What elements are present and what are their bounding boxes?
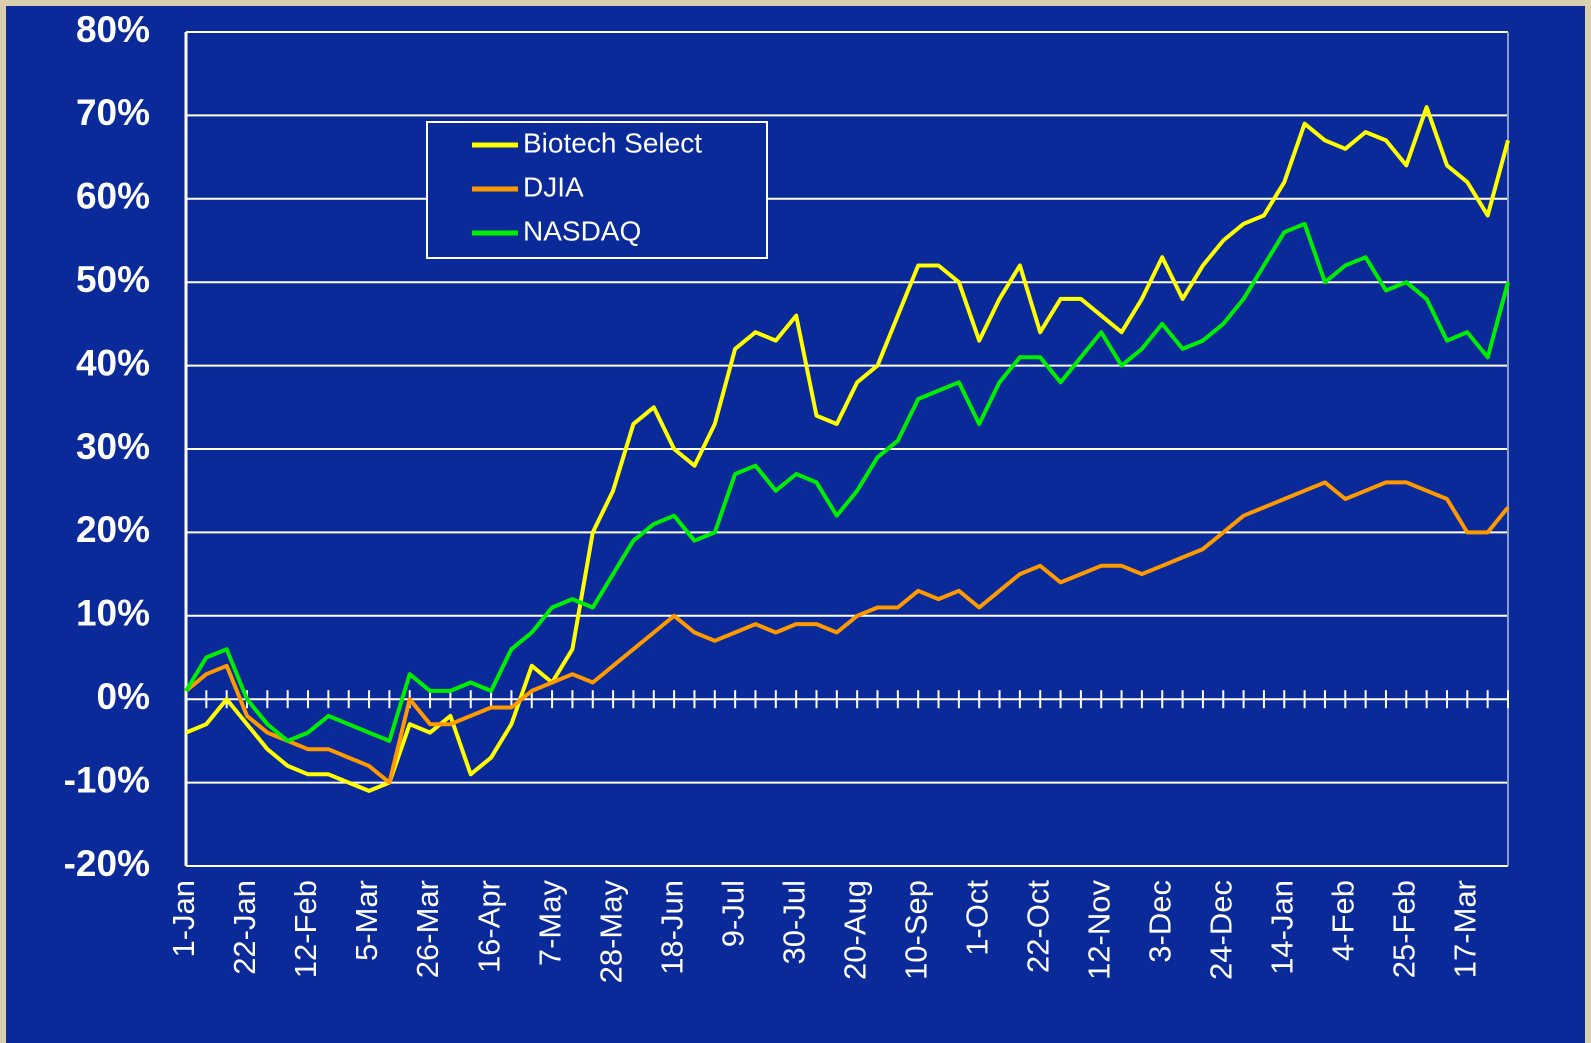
x-tick-label: 7-May [532, 880, 567, 967]
x-tick-label: 1-Jan [166, 880, 201, 958]
x-tick-label: 16-Apr [471, 880, 506, 973]
series-line [185, 105, 1510, 793]
x-tick-label: 17-Mar [1448, 880, 1483, 978]
y-tick-label: 0% [97, 676, 150, 717]
x-tick-label: 22-Jan [227, 880, 262, 975]
legend-label: Biotech Select [523, 127, 702, 158]
x-tick-label: 26-Mar [410, 880, 445, 978]
x-tick-label: 22-Oct [1020, 880, 1055, 973]
x-tick-label: 4-Feb [1325, 880, 1360, 961]
x-tick-label: 20-Aug [837, 880, 872, 980]
x-tick-label: 1-Oct [959, 880, 994, 956]
x-tick-label: 9-Jul [715, 880, 750, 947]
y-tick-label: 20% [76, 509, 150, 550]
y-tick-label: 10% [76, 593, 150, 634]
x-tick-label: 5-Mar [349, 880, 384, 961]
y-tick-label: 70% [76, 92, 150, 133]
x-tick-label: 12-Feb [288, 880, 323, 978]
background [6, 6, 1585, 1043]
x-tick-label: 10-Sep [898, 880, 933, 980]
y-tick-label: 80% [76, 9, 150, 50]
y-tick-label: -20% [64, 843, 150, 884]
x-tick-label: 24-Dec [1203, 880, 1238, 980]
series-line [184, 480, 1510, 785]
x-tick-label: 14-Jan [1264, 880, 1299, 975]
y-tick-label: 30% [76, 426, 150, 467]
y-tick-label: 50% [76, 259, 150, 300]
y-tick-label: 60% [76, 176, 150, 217]
y-tick-label: 40% [76, 342, 150, 383]
x-tick-label: 28-May [593, 880, 628, 984]
x-tick-label: 30-Jul [776, 880, 811, 964]
y-tick-label: -10% [64, 759, 150, 800]
legend-label: DJIA [523, 171, 584, 202]
x-tick-label: 12-Nov [1081, 880, 1116, 980]
x-tick-label: 3-Dec [1142, 880, 1177, 963]
series-line [184, 221, 1510, 743]
x-tick-label: 25-Feb [1386, 880, 1421, 978]
legend-label: NASDAQ [523, 215, 641, 246]
x-tick-label: 18-Jun [654, 880, 689, 975]
